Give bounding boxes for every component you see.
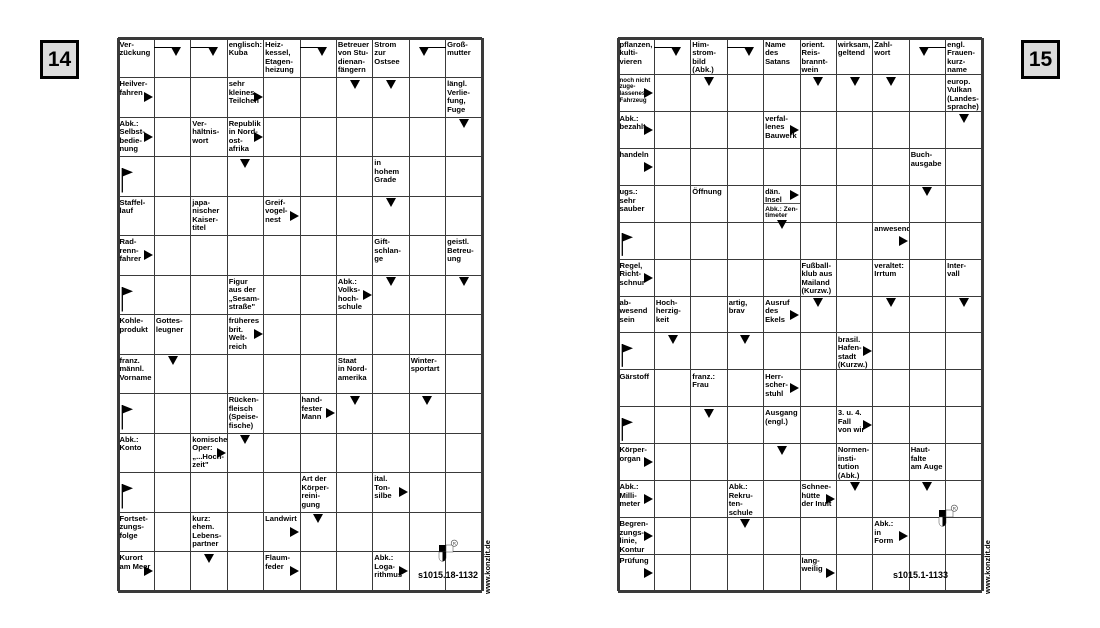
svg-text:R: R [952,506,955,511]
svg-text:R: R [452,541,455,546]
